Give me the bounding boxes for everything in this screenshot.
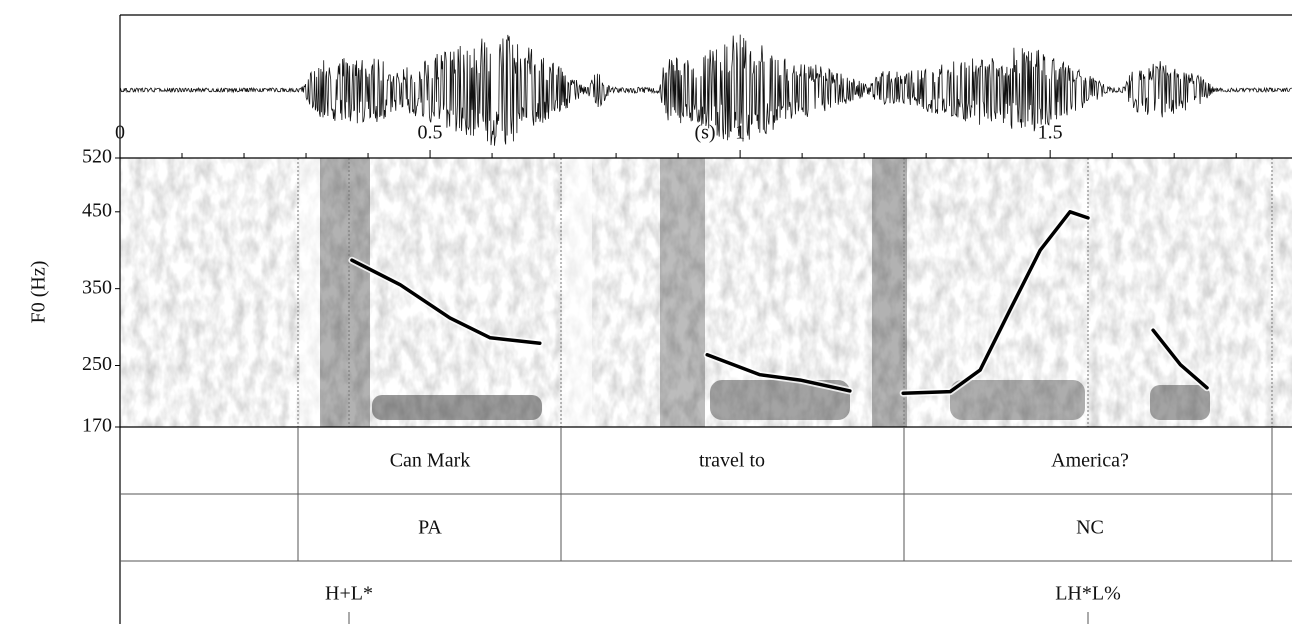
tier-label: Can Mark — [390, 450, 471, 472]
x-axis-label: (s) — [694, 122, 715, 144]
tier-label: travel to — [699, 450, 765, 472]
y-tick-label: 520 — [82, 146, 112, 168]
y-tick-label: 170 — [82, 415, 112, 437]
x-tick-label: 0 — [115, 122, 125, 144]
y-tick-label: 250 — [82, 353, 112, 375]
y-axis-label: F0 (Hz) — [28, 261, 50, 324]
praat-figure: F0 (Hz) (s) Can Mark travel to America? … — [0, 0, 1292, 624]
y-tick-label: 350 — [82, 276, 112, 298]
x-tick-label: 1 — [735, 122, 745, 144]
y-tick-label: 450 — [82, 199, 112, 221]
tier-label: NC — [1076, 517, 1104, 539]
tier-label: PA — [418, 517, 442, 539]
x-tick-label: 0.5 — [418, 122, 443, 144]
spectrogram — [120, 158, 1292, 427]
tier-label: LH*L% — [1055, 583, 1121, 605]
x-tick-label: 1.5 — [1038, 122, 1063, 144]
tier-label: America? — [1051, 450, 1129, 472]
tier-label: H+L* — [325, 583, 373, 605]
